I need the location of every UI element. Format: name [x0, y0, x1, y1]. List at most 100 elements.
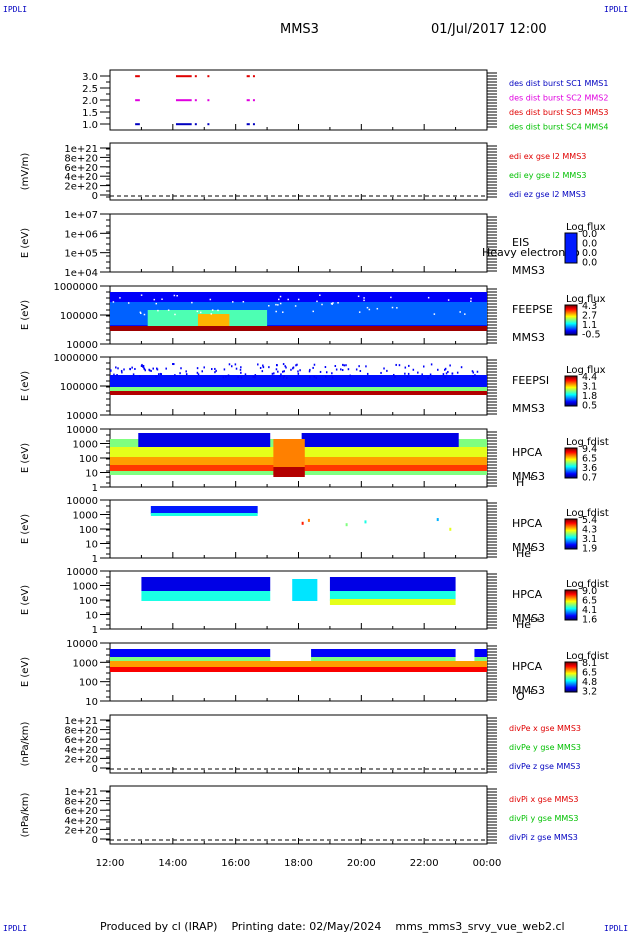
colorbar-cell	[565, 323, 577, 325]
spectrogram-speck	[391, 306, 394, 309]
spectrogram-speck	[427, 296, 430, 299]
spectrogram-speck	[294, 305, 297, 307]
spectrogram-speck	[297, 298, 300, 301]
spectrogram-speck	[332, 302, 334, 304]
spectrogram-speck	[380, 371, 382, 374]
ytick-label-p1: 1.0	[82, 120, 98, 131]
spectrogram-speck	[275, 303, 277, 306]
colorbar-cell	[565, 609, 577, 611]
spectrogram-speck	[340, 368, 342, 371]
colorbar-cell	[565, 333, 577, 335]
panel-frame-p3	[109, 213, 488, 273]
spectrogram-speck	[417, 371, 419, 374]
legend-entry-p2: edi ey gse l2 MMS3	[509, 171, 587, 180]
ytick-label-p10: 6e+20	[64, 735, 98, 746]
spectrogram-speck	[430, 363, 433, 366]
spectrogram-band	[141, 591, 271, 601]
colorbar-title-p3: Log flux	[566, 222, 606, 233]
colorbar-value-p9: 6.5	[582, 668, 597, 679]
side-label-spacecraft-p3: MMS3	[512, 264, 545, 277]
colorbar-cell	[565, 607, 577, 609]
colorbar-cell	[565, 687, 577, 689]
colorbar-cell	[565, 601, 577, 603]
spectrogram-speck	[185, 370, 187, 373]
spectrogram-speck	[312, 310, 314, 313]
colorbar-value-p6: 6.5	[582, 454, 597, 465]
colorbar-cell	[565, 242, 577, 244]
colorbar-cell	[565, 540, 577, 542]
spectrogram-speck	[152, 367, 154, 370]
ytick-label-p10: 2e+20	[64, 754, 98, 765]
burst-segment-red	[246, 75, 250, 78]
colorbar-cell	[565, 251, 577, 253]
ytick-label-p2: 4e+20	[64, 172, 98, 183]
spectrogram-speck	[282, 363, 285, 366]
spectrogram-speck	[363, 297, 365, 299]
colorbar-cell	[565, 673, 577, 675]
ytick-label-p6: 1000	[73, 440, 98, 451]
colorbar-cell	[565, 536, 577, 538]
spectrogram-speck	[276, 364, 278, 367]
spectrogram-gap	[270, 649, 312, 661]
ytick-label-p6: 1	[92, 483, 98, 494]
spectrogram-speck	[123, 368, 125, 371]
spectrogram-speck	[331, 303, 333, 305]
spectrogram-speck	[234, 363, 237, 366]
spectrogram-speck	[283, 375, 286, 378]
spectrogram-speck	[444, 368, 446, 371]
colorbar-cell	[565, 668, 577, 670]
ytick-label-p11: 1e+21	[64, 787, 98, 798]
spectrogram-speck	[139, 311, 142, 314]
corner-label-top-right: IPDLI	[604, 5, 629, 14]
colorbar-cell	[565, 400, 577, 402]
colorbar-cell	[565, 537, 577, 539]
ytick-label-p1: 2.5	[82, 84, 98, 95]
yaxis-label-p6: E (eV)	[20, 443, 31, 473]
ytick-label-p9: 100	[79, 678, 98, 689]
colorbar-value-p5: 3.1	[582, 382, 597, 393]
colorbar-cell	[565, 249, 577, 251]
spectrogram-speck	[368, 308, 371, 311]
spectrogram-speck	[176, 295, 178, 297]
spectrogram-speck	[196, 371, 199, 374]
colorbar-cell	[565, 317, 577, 319]
ytick-label-p9: 10	[85, 697, 98, 708]
ytick-label-p6: 100	[79, 454, 98, 465]
spectrogram-speck	[365, 365, 367, 368]
spectrogram-speck	[460, 366, 463, 369]
colorbar-cell	[565, 460, 577, 462]
spectrogram-speck	[358, 365, 360, 368]
ytick-label-p4: 1000000	[53, 282, 98, 293]
colorbar-cell	[565, 241, 577, 243]
colorbar-cell	[565, 682, 577, 684]
colorbar-cell	[565, 606, 577, 608]
colorbar-cell	[565, 448, 577, 450]
ytick-label-p7: 100	[79, 525, 98, 536]
colorbar-cell	[565, 461, 577, 463]
spectrogram-speck	[447, 370, 449, 373]
colorbar-cell	[565, 676, 577, 678]
colorbar-cell	[565, 525, 577, 527]
spectrogram-speck	[209, 298, 212, 301]
colorbar-cell	[565, 403, 577, 405]
ytick-label-p10: 4e+20	[64, 745, 98, 756]
spectrogram-speck	[407, 372, 410, 375]
side-label-instrument-p6: HPCA	[512, 446, 543, 459]
colorbar-cell	[565, 618, 577, 620]
spectrogram-speck	[429, 373, 432, 376]
spectrogram-speck	[227, 374, 230, 377]
colorbar-cell	[565, 664, 577, 666]
ytick-label-p1: 2.0	[82, 96, 98, 107]
spectrogram-speck	[197, 373, 200, 376]
colorbar-cell	[565, 672, 577, 674]
legend-entry-p2: edi ez gse l2 MMS3	[509, 190, 586, 199]
spectrogram-band	[329, 599, 456, 605]
spectrogram-speck	[203, 366, 205, 369]
ytick-label-p8: 10	[85, 611, 98, 622]
spectrogram-speck	[445, 372, 448, 375]
spectrogram-speck	[141, 363, 143, 366]
legend-entry-p1: des dist burst SC3 MMS3	[509, 108, 608, 117]
ytick-label-p2: 2e+20	[64, 182, 98, 193]
yaxis-label-p5: E (eV)	[20, 371, 31, 401]
spectrogram-speck	[254, 374, 257, 377]
